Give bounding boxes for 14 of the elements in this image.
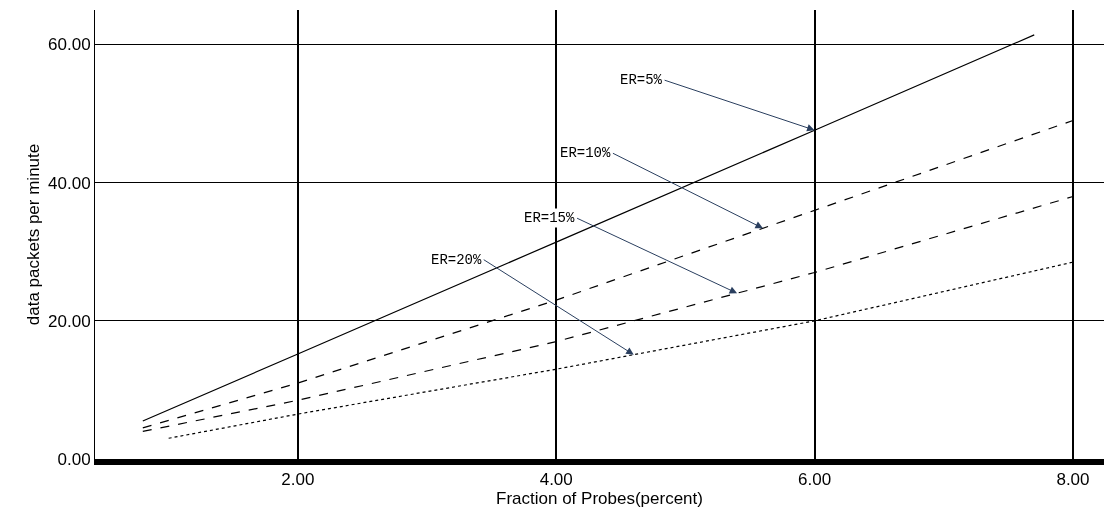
x-tick-label: 8.00 [1056,470,1090,490]
annotation: ER=10% [560,145,612,161]
annotation: ER=20% [431,252,483,268]
x-tick-label: 4.00 [539,470,573,490]
y-tick-label: 60.00 [48,35,91,55]
x-tick-label: 2.00 [281,470,315,490]
y-axis-title: data packets per minute [23,143,43,326]
y-tick-label: 40.00 [48,173,91,193]
y-tick-label: 0.00 [57,449,91,469]
annotation: ER=5% [620,72,663,88]
x-tick-label: 6.00 [798,470,832,490]
x-axis-title: Fraction of Probes(percent) [496,489,703,509]
annotation: ER=15% [524,210,576,226]
y-tick-label: 20.00 [48,311,91,331]
